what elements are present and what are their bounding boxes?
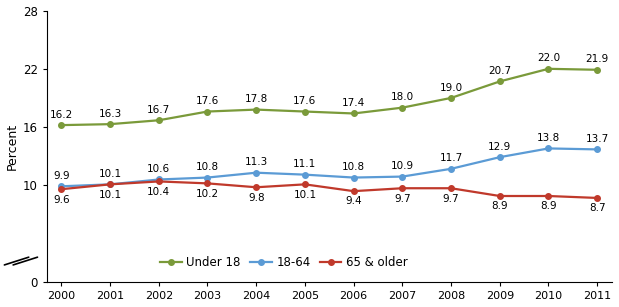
Under 18 bbox=[106, 122, 114, 126]
18-64 bbox=[155, 178, 163, 181]
Text: 9.8: 9.8 bbox=[248, 192, 264, 203]
Legend: Under 18, 18-64, 65 & older: Under 18, 18-64, 65 & older bbox=[156, 251, 412, 274]
18-64 bbox=[399, 175, 406, 178]
18-64 bbox=[106, 182, 114, 186]
Text: 10.8: 10.8 bbox=[196, 162, 219, 172]
Text: 9.9: 9.9 bbox=[53, 171, 70, 181]
Line: Under 18: Under 18 bbox=[59, 66, 600, 128]
Text: 22.0: 22.0 bbox=[537, 53, 560, 64]
Text: 10.1: 10.1 bbox=[293, 190, 316, 200]
65 & older bbox=[496, 194, 503, 198]
65 & older bbox=[399, 186, 406, 190]
18-64 bbox=[545, 146, 552, 150]
Text: 16.2: 16.2 bbox=[50, 110, 73, 120]
Under 18 bbox=[204, 110, 211, 113]
Text: 10.1: 10.1 bbox=[98, 190, 122, 200]
Text: 9.7: 9.7 bbox=[443, 194, 459, 204]
Text: 9.4: 9.4 bbox=[345, 196, 362, 207]
18-64 bbox=[204, 176, 211, 179]
Text: 10.2: 10.2 bbox=[196, 189, 219, 199]
Text: 20.7: 20.7 bbox=[488, 66, 511, 76]
Text: 17.6: 17.6 bbox=[196, 96, 219, 106]
Under 18 bbox=[496, 80, 503, 83]
Text: 11.7: 11.7 bbox=[439, 154, 462, 163]
Under 18 bbox=[253, 108, 260, 111]
Text: 19.0: 19.0 bbox=[439, 83, 462, 93]
Under 18 bbox=[448, 96, 455, 100]
65 & older bbox=[545, 194, 552, 198]
Text: 17.8: 17.8 bbox=[245, 94, 268, 104]
65 & older bbox=[204, 181, 211, 185]
18-64 bbox=[58, 185, 65, 188]
Under 18 bbox=[350, 112, 357, 115]
Text: 13.7: 13.7 bbox=[586, 134, 609, 144]
Text: 10.6: 10.6 bbox=[147, 164, 170, 174]
Text: 10.9: 10.9 bbox=[391, 161, 414, 171]
Text: 10.8: 10.8 bbox=[342, 162, 365, 172]
Text: 8.9: 8.9 bbox=[540, 201, 556, 211]
Line: 65 & older: 65 & older bbox=[59, 179, 600, 201]
Text: 12.9: 12.9 bbox=[488, 142, 511, 152]
Text: 21.9: 21.9 bbox=[586, 54, 609, 64]
18-64 bbox=[594, 148, 601, 151]
65 & older bbox=[350, 189, 357, 193]
Text: 8.7: 8.7 bbox=[589, 203, 605, 213]
18-64 bbox=[301, 173, 309, 177]
65 & older bbox=[594, 196, 601, 200]
Text: 9.6: 9.6 bbox=[53, 195, 70, 204]
18-64 bbox=[448, 167, 455, 171]
Y-axis label: Percent: Percent bbox=[6, 123, 19, 170]
Text: 16.7: 16.7 bbox=[147, 105, 170, 115]
Text: 10.4: 10.4 bbox=[147, 187, 170, 197]
Text: 11.1: 11.1 bbox=[293, 159, 316, 169]
Text: 18.0: 18.0 bbox=[391, 92, 414, 102]
65 & older bbox=[58, 187, 65, 191]
Under 18 bbox=[58, 123, 65, 127]
Text: 11.3: 11.3 bbox=[245, 157, 268, 167]
Under 18 bbox=[301, 110, 309, 113]
18-64 bbox=[496, 155, 503, 159]
Under 18 bbox=[155, 119, 163, 122]
Text: 9.7: 9.7 bbox=[394, 194, 410, 204]
18-64 bbox=[253, 171, 260, 175]
65 & older bbox=[106, 182, 114, 186]
Text: 17.4: 17.4 bbox=[342, 98, 365, 108]
Text: 16.3: 16.3 bbox=[98, 109, 122, 119]
Text: 17.6: 17.6 bbox=[293, 96, 316, 106]
65 & older bbox=[301, 182, 309, 186]
Text: 13.8: 13.8 bbox=[537, 133, 560, 143]
Under 18 bbox=[594, 68, 601, 72]
Text: 8.9: 8.9 bbox=[491, 201, 508, 211]
65 & older bbox=[448, 186, 455, 190]
18-64 bbox=[350, 176, 357, 179]
65 & older bbox=[155, 180, 163, 183]
Under 18 bbox=[545, 67, 552, 71]
Text: 10.1: 10.1 bbox=[98, 169, 122, 179]
Under 18 bbox=[399, 106, 406, 110]
Line: 18-64: 18-64 bbox=[59, 146, 600, 189]
65 & older bbox=[253, 185, 260, 189]
